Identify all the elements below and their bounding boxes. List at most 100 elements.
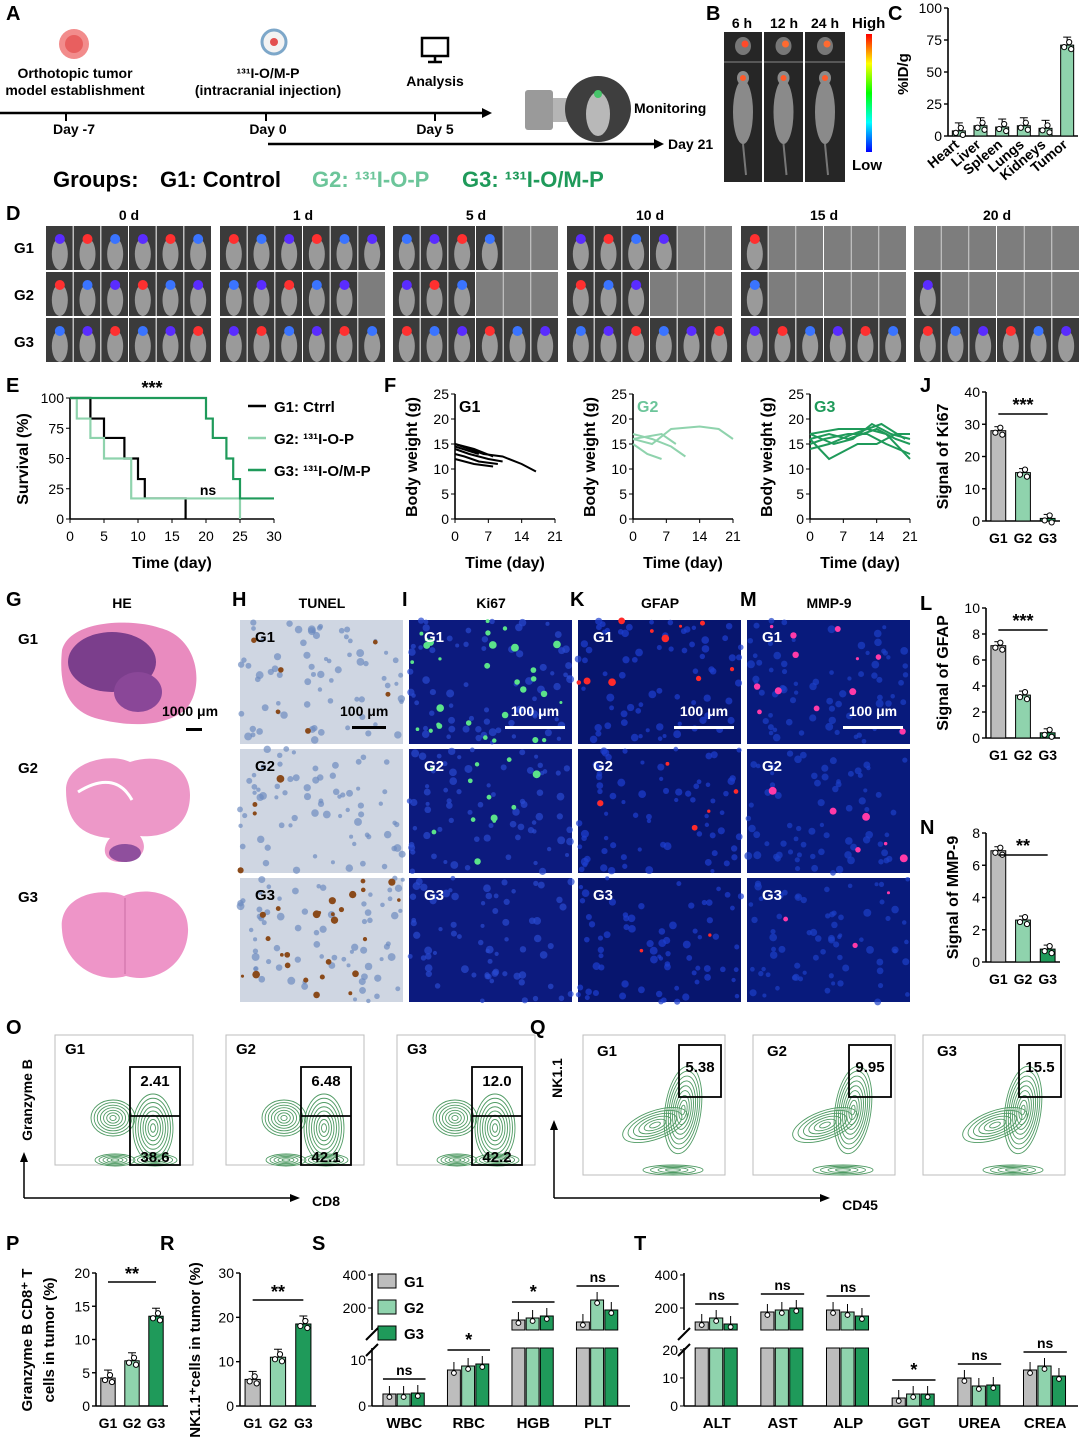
nucleus [800, 841, 807, 848]
data-point [1022, 119, 1029, 126]
nucleus [850, 843, 857, 851]
nucleus [538, 712, 543, 718]
bli-signal [256, 326, 267, 336]
scale-label: 100 μm [849, 703, 897, 719]
nucleus [257, 835, 265, 844]
nucleus [780, 660, 788, 668]
data-point [414, 1393, 421, 1399]
bli-signal [950, 326, 961, 336]
nucleus [319, 884, 327, 891]
x-tick-label: UREA [958, 1415, 1001, 1432]
group-g1-label: G1: Control [160, 167, 281, 192]
bli-signal [749, 234, 760, 244]
bar-bottom [590, 1347, 605, 1407]
nucleus [697, 935, 703, 940]
nucleus [410, 920, 417, 927]
nucleus [514, 708, 519, 713]
nucleus [491, 792, 496, 797]
nucleus [558, 647, 566, 655]
panel-g-label: G [6, 589, 22, 611]
nucleus [398, 672, 404, 678]
nucleus [303, 701, 311, 708]
contour-line [277, 1112, 291, 1124]
nucleus [830, 870, 836, 876]
nucleus [826, 697, 834, 705]
y-axis-label: Body weight (g) [404, 397, 421, 517]
nucleus [673, 746, 679, 752]
stained-cell [349, 890, 357, 899]
y-tick-label: 4 [972, 678, 980, 694]
nucleus [753, 679, 759, 685]
tumor-signal [823, 40, 831, 48]
weight-line [809, 433, 911, 455]
nucleus [345, 725, 351, 731]
nucleus [260, 638, 265, 643]
weight-line [454, 453, 498, 465]
nucleus [345, 864, 354, 872]
data-point [961, 1378, 968, 1384]
nucleus [334, 666, 342, 674]
nucleus [556, 813, 563, 820]
data-point [1023, 473, 1031, 480]
nucleus [793, 836, 799, 842]
data-point [1017, 124, 1024, 131]
data-point [101, 1376, 109, 1384]
he-slice-g3 [61, 891, 189, 979]
nucleus [398, 908, 403, 913]
nucleus [744, 851, 753, 860]
stained-cell [530, 676, 537, 682]
nucleus [769, 933, 778, 942]
stained-cell [474, 762, 480, 767]
nucleus [632, 812, 639, 818]
y-tick-label: 40 [964, 384, 980, 400]
stained-cell [465, 720, 472, 726]
nucleus [450, 930, 457, 937]
data-point [1056, 1376, 1062, 1382]
data-point [278, 1358, 286, 1365]
nucleus [758, 896, 764, 902]
nucleus [486, 783, 491, 788]
empty-cell [851, 272, 879, 316]
contour-line [90, 1099, 136, 1137]
nucleus [758, 970, 764, 977]
contour-line [141, 1155, 169, 1165]
contour-line [308, 1102, 340, 1154]
nucleus [266, 884, 272, 890]
nucleus [411, 749, 420, 758]
mouse-silhouette [281, 284, 298, 316]
contour-line [846, 1095, 860, 1125]
nucleus [771, 946, 776, 952]
significance-marker: * [465, 1330, 472, 1350]
data-point [1046, 512, 1053, 519]
nucleus [669, 921, 677, 930]
nucleus [358, 696, 365, 703]
data-point [297, 1322, 304, 1330]
y-tick-label: 30 [964, 416, 980, 432]
y-tick-label: 5 [796, 486, 804, 502]
contour-line [321, 1158, 331, 1162]
x-tick-label: G1 [243, 1415, 262, 1431]
nucleus [481, 646, 487, 651]
nucleus [354, 696, 360, 702]
bli-signal [922, 280, 933, 290]
nucleus [689, 641, 696, 648]
empty-cell [358, 272, 385, 316]
mouse-silhouette [628, 330, 645, 362]
data-point [246, 1378, 253, 1385]
data-point [910, 1394, 917, 1400]
bli-signal [165, 280, 176, 290]
nucleus [511, 734, 517, 739]
nucleus [716, 886, 721, 892]
nucleus [758, 689, 765, 696]
contour-line [452, 1158, 462, 1162]
mouse-silhouette [454, 238, 471, 270]
data-point [952, 129, 959, 136]
nucleus [527, 709, 533, 715]
bli-signal [110, 280, 121, 290]
nucleus [554, 717, 559, 722]
mouse-silhouette [51, 238, 68, 270]
x-axis-label: Time (day) [820, 555, 900, 572]
mouse-silhouette [107, 238, 124, 270]
stained-cell [583, 677, 591, 685]
